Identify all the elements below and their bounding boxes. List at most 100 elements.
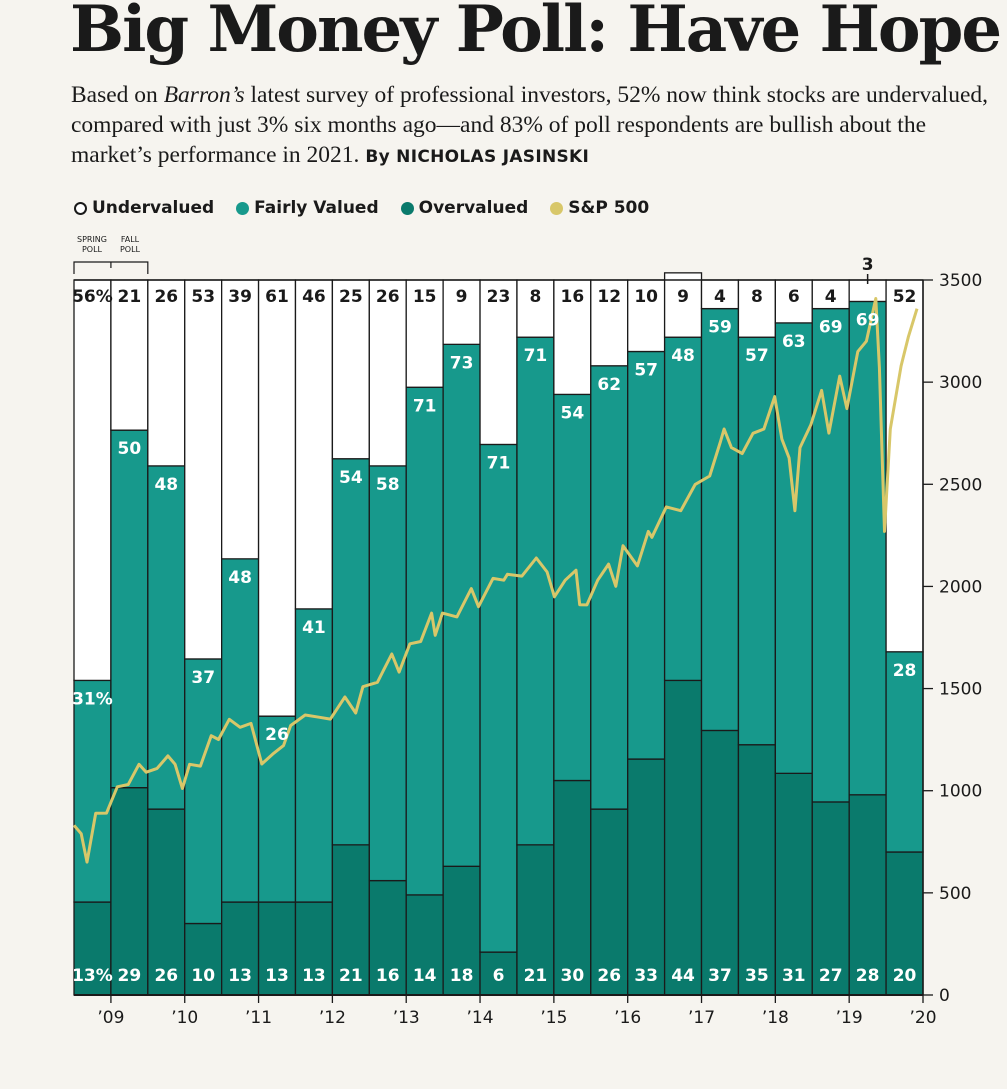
y-tick-label-4: 2000 [939, 577, 982, 597]
bar-overvalued-5 [257, 901, 297, 996]
page: Big Money Poll: Have Hope Based on Barro… [10, 0, 1007, 1060]
label-undervalued-1: 21 [118, 287, 142, 307]
label-fairly-valued-13: 54 [560, 403, 584, 423]
bar-overvalued-10 [442, 865, 481, 996]
bar-overvalued-20 [811, 801, 850, 996]
legend-label-undervalued: Undervalued [92, 198, 215, 218]
bar-undervalued-10 [442, 279, 481, 345]
legend-item-sp500: S&P 500 [550, 198, 649, 218]
label-undervalued-2: 26 [154, 287, 178, 307]
label-fairly-valued-4: 48 [228, 568, 252, 588]
label-fairly-valued-21: 69 [856, 310, 880, 330]
overvalued-swatch [400, 201, 414, 215]
label-fairly-valued-2: 48 [154, 475, 178, 495]
label-overvalued-9: 14 [413, 966, 437, 986]
label-fairly-valued-14: 62 [597, 375, 621, 395]
label-fairly-valued-20: 69 [819, 318, 843, 338]
legend-label-fairly-valued: Fairly Valued [254, 198, 379, 218]
bar-overvalued-12 [516, 844, 555, 996]
headline: Big Money Poll: Have Hope [70, 0, 1002, 67]
label-undervalued-8: 26 [376, 287, 400, 307]
bar-undervalued-13 [553, 279, 592, 396]
y-tick-label-6: 3000 [939, 373, 982, 393]
label-fairly-valued-17: 59 [708, 318, 732, 338]
valuation-chart: SPRINGPOLLFALLPOLL13%31%56%2950212648261… [72, 235, 982, 1028]
bar-fairly-valued-17 [700, 307, 740, 732]
sp500-line [72, 297, 919, 864]
bar-undervalued-5 [257, 279, 297, 717]
bar-undervalued-8 [368, 279, 407, 467]
label-overvalued-18: 35 [745, 966, 769, 986]
label-undervalued-15: 10 [634, 287, 658, 307]
spring-poll-note-line2: POLL [82, 245, 103, 254]
label-fairly-valued-18: 57 [745, 346, 769, 366]
label-undervalued-9: 15 [413, 287, 437, 307]
x-tick-label-1: ’10 [171, 1008, 198, 1028]
x-tick-label-5: ’14 [467, 1008, 494, 1028]
label-fairly-valued-3: 37 [191, 668, 215, 688]
bar-fairly-valued-12 [516, 336, 555, 846]
bar-fairly-valued-11 [479, 443, 518, 953]
label-overvalued-13: 30 [560, 966, 584, 986]
bar-fairly-valued-15 [627, 350, 666, 760]
legend-label-overvalued: Overvalued [418, 198, 529, 218]
x-tick-label-7: ’16 [614, 1008, 641, 1028]
label-undervalued-0: 56% [72, 287, 113, 307]
bar-fairly-valued-0 [73, 679, 112, 903]
bar-undervalued-2 [147, 279, 186, 467]
label-undervalued-13: 16 [560, 287, 584, 307]
label-overvalued-0: 13% [72, 966, 113, 986]
label-fairly-valued-10: 73 [450, 353, 474, 373]
deck-text-before: Based on [71, 82, 164, 108]
sp500-swatch [550, 201, 564, 215]
label-overvalued-11: 6 [493, 966, 505, 986]
bar-overvalued-16 [663, 679, 703, 996]
label-undervalued-3: 53 [191, 287, 215, 307]
label-overvalued-4: 13 [228, 966, 252, 986]
label-overvalued-7: 21 [339, 966, 363, 986]
label-fairly-valued-15: 57 [634, 361, 658, 381]
label-overvalued-1: 29 [118, 966, 142, 986]
bar-overvalued-14 [590, 808, 629, 996]
y-tick-label-2: 1000 [939, 782, 982, 802]
bar-undervalued-12 [516, 279, 555, 338]
undervalued-swatch [74, 201, 87, 215]
legend-label-sp500: S&P 500 [568, 198, 650, 218]
label-undervalued-19: 6 [788, 287, 800, 307]
y-tick-label-1: 500 [939, 884, 971, 904]
bar-fairly-valued-3 [184, 658, 223, 925]
x-tick-label-4: ’13 [393, 1008, 420, 1028]
bar-undervalued-15 [627, 279, 666, 353]
label-undervalued-6: 46 [302, 287, 326, 307]
label-overvalued-15: 33 [634, 966, 658, 986]
bar-undervalued-1 [110, 279, 149, 431]
label-fairly-valued-12: 71 [524, 346, 548, 366]
bar-undervalued-6 [294, 279, 334, 610]
label-overvalued-2: 26 [154, 966, 178, 986]
x-tick-label-9: ’18 [762, 1008, 789, 1028]
x-tick-label-10: ’19 [836, 1008, 863, 1028]
label-undervalued-21: 3 [862, 255, 874, 275]
legend-item-overvalued: Overvalued [400, 198, 529, 218]
bar-undervalued-22 [885, 279, 924, 653]
bar-overvalued-15 [627, 758, 666, 996]
label-overvalued-20: 27 [819, 966, 843, 986]
label-overvalued-22: 20 [893, 966, 917, 986]
label-overvalued-16: 44 [671, 966, 695, 986]
bar-overvalued-1 [110, 787, 149, 996]
y-tick-label-0: 0 [939, 986, 950, 1006]
bar-overvalued-22 [885, 851, 924, 996]
deck-publication: Barron’s [163, 82, 245, 108]
poll-bracket [73, 261, 149, 274]
label-undervalued-22: 52 [893, 287, 917, 307]
label-fairly-valued-22: 28 [893, 661, 917, 681]
fall-poll-note-line1: FALL [121, 235, 140, 244]
bar-fairly-valued-2 [147, 465, 186, 810]
bar-overvalued-13 [553, 779, 592, 996]
bar-overvalued-18 [737, 744, 776, 996]
deck-text-after: latest survey of professional investors,… [71, 82, 989, 168]
label-undervalued-7: 25 [339, 287, 363, 307]
label-overvalued-5: 13 [265, 966, 289, 986]
x-tick-label-8: ’17 [688, 1008, 715, 1028]
bar-undervalued-0 [73, 279, 112, 682]
